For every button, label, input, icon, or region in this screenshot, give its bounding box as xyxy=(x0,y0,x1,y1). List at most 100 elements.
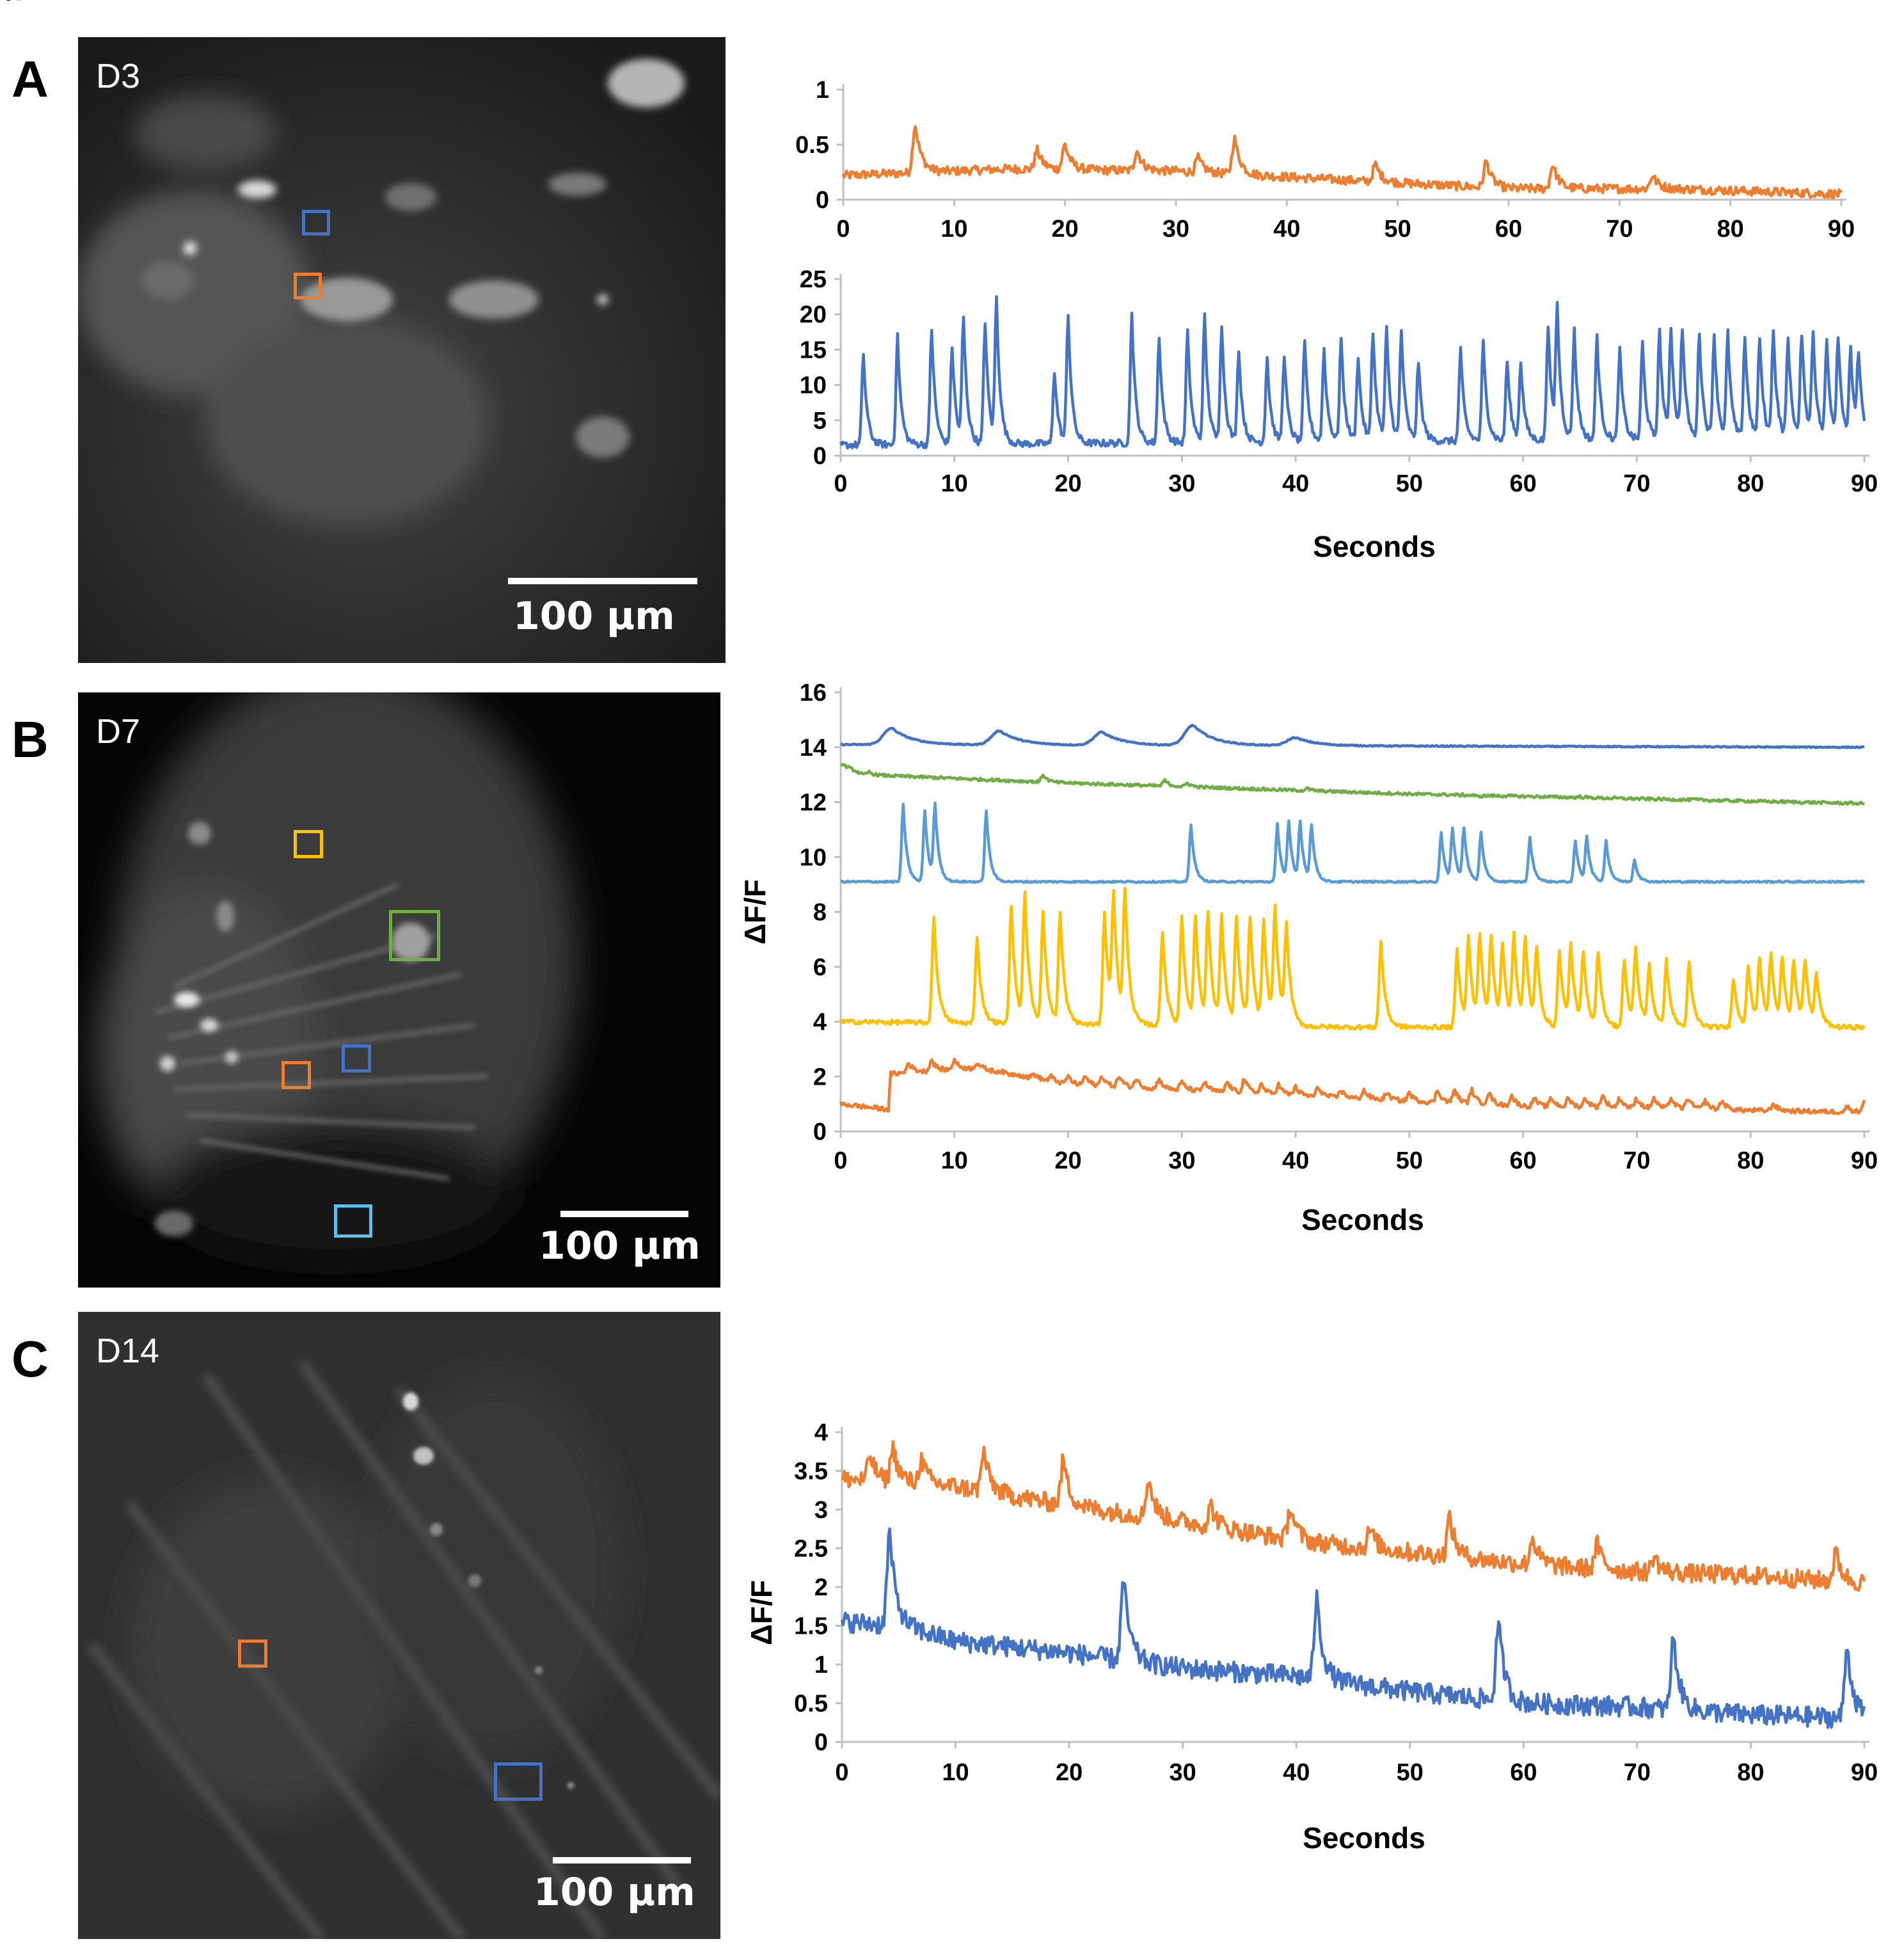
x-tick-label: 0 xyxy=(836,216,850,243)
series-line-lightblue xyxy=(840,801,1866,884)
y-tick-label: 6 xyxy=(813,954,827,981)
x-tick-label: 60 xyxy=(1510,1147,1537,1174)
day-label-d7: D7 xyxy=(96,712,141,751)
x-tick-label: 80 xyxy=(1737,1759,1764,1786)
x-tick-label: 20 xyxy=(1054,1147,1081,1174)
x-tick-label: 40 xyxy=(1282,470,1309,497)
x-tick-label: 0 xyxy=(835,1759,848,1786)
scale-bar xyxy=(553,1857,691,1863)
x-tick-label: 70 xyxy=(1623,1147,1650,1174)
x-tick-label: 30 xyxy=(1170,1759,1196,1786)
roi-square-icon xyxy=(494,1762,543,1801)
panel-letter-c: C xyxy=(12,1330,49,1387)
x-tick-label: 20 xyxy=(1056,1759,1083,1786)
y-axis-label: ΔF/F xyxy=(0,0,33,6)
x-tick-label: 50 xyxy=(1396,1147,1423,1174)
micrograph-d3-texture xyxy=(78,37,726,663)
y-tick-label: 2 xyxy=(813,1064,827,1090)
y-tick-label: 10 xyxy=(800,844,827,871)
x-tick-label: 30 xyxy=(1168,470,1195,497)
scale-bar-label: 100 µm xyxy=(513,594,675,639)
x-tick-label: 10 xyxy=(940,216,967,243)
x-tick-label: 0 xyxy=(834,1147,847,1174)
x-tick-label: 40 xyxy=(1273,216,1300,243)
series-line-orange xyxy=(841,125,1843,200)
scale-bar xyxy=(508,578,697,584)
x-tick-label: 80 xyxy=(1737,1147,1764,1174)
x-tick-label: 90 xyxy=(1851,1147,1878,1174)
x-tick-label: 50 xyxy=(1384,216,1411,243)
y-axis-label: ΔF/F xyxy=(745,1580,778,1645)
micrograph-d3: D3 100 µm xyxy=(78,37,726,663)
series-line-orange xyxy=(841,1440,1866,1592)
panel-letter-a: A xyxy=(12,51,49,108)
y-tick-label: 0 xyxy=(813,443,827,470)
roi-square-icon xyxy=(294,830,323,858)
x-tick-label: 90 xyxy=(1851,1759,1878,1786)
series-line-blue xyxy=(840,723,1865,749)
y-tick-label: 0 xyxy=(814,1729,828,1756)
series-line-green xyxy=(840,763,1866,806)
x-tick-label: 90 xyxy=(1828,216,1855,243)
x-tick-label: 0 xyxy=(834,470,847,497)
x-axis-label: Seconds xyxy=(1301,1203,1424,1236)
x-tick-label: 20 xyxy=(1052,216,1079,243)
x-tick-label: 70 xyxy=(1606,216,1633,243)
y-tick-label: 2.5 xyxy=(794,1536,828,1563)
y-tick-label: 12 xyxy=(800,790,827,817)
scale-bar-label: 100 µm xyxy=(539,1224,701,1268)
series-line-orange xyxy=(839,1057,1866,1115)
panel-letter-b: B xyxy=(12,711,49,768)
roi-square-icon xyxy=(342,1044,371,1073)
chart-b: 0 2 4 6 8 10 12 14 16 0 10 20 30 40 50 60 70 80 90 Seconds Δ… xyxy=(738,680,1878,1236)
day-label-d14: D14 xyxy=(96,1332,160,1370)
y-tick-label: 5 xyxy=(813,408,827,435)
y-tick-label: 4 xyxy=(814,1419,828,1446)
x-axis-label: Seconds xyxy=(1303,1821,1425,1855)
roi-square-icon xyxy=(238,1640,267,1668)
y-tick-label: 14 xyxy=(800,735,827,762)
y-tick-label: 2 xyxy=(814,1574,828,1601)
micrograph-d14: D14 100 µm xyxy=(78,1312,720,1939)
micrograph-d14-texture xyxy=(78,1312,720,1939)
chart-a-top: 00.510102030405060708090ΔF/F xyxy=(0,0,1855,243)
x-tick-label: 30 xyxy=(1168,1147,1195,1174)
y-axis-label: ΔF/F xyxy=(738,879,772,945)
scale-bar-label: 100 µm xyxy=(534,1870,695,1915)
x-tick-label: 40 xyxy=(1283,1759,1310,1786)
x-tick-label: 30 xyxy=(1162,216,1189,243)
micrograph-d7-texture xyxy=(97,692,577,1262)
y-tick-label: 25 xyxy=(800,266,827,293)
y-tick-label: 10 xyxy=(800,372,827,399)
x-tick-label: 60 xyxy=(1510,470,1537,497)
y-tick-label: 3.5 xyxy=(794,1458,828,1485)
x-tick-label: 40 xyxy=(1282,1147,1309,1174)
y-tick-label: 1.5 xyxy=(794,1613,828,1640)
x-tick-label: 50 xyxy=(1397,1759,1424,1786)
x-tick-label: 10 xyxy=(942,1759,969,1786)
y-tick-label: 1 xyxy=(814,1652,828,1679)
y-tick-label: 0.5 xyxy=(795,132,829,159)
chart-c: 00.511.522.533.540 10 20 30 40 50 60 70 80 90Seco… xyxy=(745,1419,1878,1855)
x-tick-label: 50 xyxy=(1396,470,1423,497)
y-tick-label: 16 xyxy=(800,680,827,706)
y-tick-label: 15 xyxy=(800,337,827,363)
scale-bar xyxy=(560,1211,688,1217)
x-tick-label: 60 xyxy=(1510,1759,1537,1786)
x-tick-label: 60 xyxy=(1495,216,1522,243)
x-axis-label: Seconds xyxy=(1313,530,1436,563)
roi-square-icon xyxy=(294,273,322,299)
x-tick-label: 90 xyxy=(1851,470,1878,497)
roi-square-icon xyxy=(389,910,440,961)
x-tick-label: 80 xyxy=(1737,470,1764,497)
y-tick-label: 1 xyxy=(816,77,829,104)
x-tick-label: 80 xyxy=(1717,216,1744,243)
day-label-d3: D3 xyxy=(96,57,141,95)
y-tick-label: 8 xyxy=(813,899,827,926)
x-tick-label: 70 xyxy=(1624,1759,1651,1786)
roi-square-icon xyxy=(282,1061,311,1089)
y-tick-label: 0 xyxy=(813,1119,827,1145)
y-tick-label: 3 xyxy=(814,1497,828,1524)
roi-square-icon xyxy=(334,1204,372,1238)
